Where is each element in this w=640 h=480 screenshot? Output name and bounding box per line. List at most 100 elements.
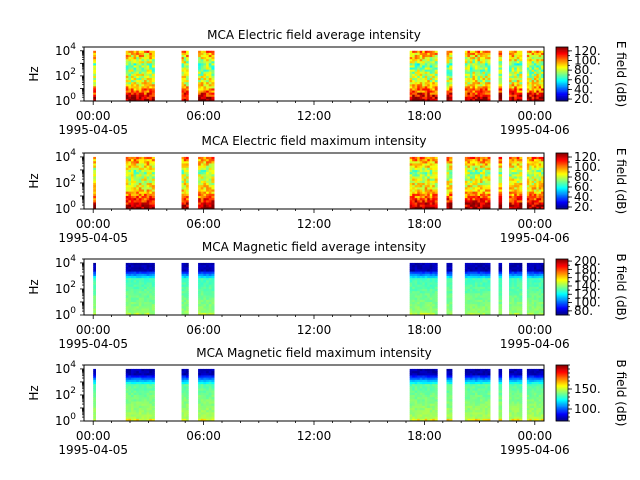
heatmap-cell — [536, 278, 540, 281]
heatmap-cell — [149, 386, 153, 389]
heatmap-cell — [141, 84, 145, 87]
heatmap-cell — [429, 63, 433, 66]
heatmap-cell — [149, 373, 153, 376]
heatmap-cell — [536, 180, 540, 184]
heatmap-cell — [198, 200, 202, 203]
heatmap-cell — [93, 189, 96, 193]
heatmap-cell — [424, 94, 428, 98]
heatmap-cell — [480, 304, 483, 307]
heatmap-cell — [206, 167, 210, 171]
heatmap-cell — [434, 88, 438, 91]
heatmap-cell — [133, 286, 137, 290]
heatmap-cell — [529, 96, 533, 100]
heatmap-cell — [186, 388, 189, 392]
heatmap-cell — [183, 67, 187, 71]
heatmap-cell — [149, 92, 153, 96]
heatmap-cell — [467, 275, 471, 279]
heatmap-cell — [183, 275, 187, 279]
heatmap-cell — [419, 82, 423, 85]
heatmap-cell — [412, 65, 416, 68]
heatmap-cell — [446, 295, 450, 299]
heatmap-cell — [477, 204, 481, 208]
heatmap-cell — [469, 278, 473, 281]
heatmap-cell — [133, 202, 137, 206]
heatmap-cell — [519, 73, 523, 77]
heatmap-cell — [133, 299, 137, 303]
heatmap-cell — [200, 306, 204, 309]
heatmap-cell — [519, 63, 523, 66]
heatmap-cell — [138, 308, 142, 312]
heatmap-cell — [200, 297, 204, 301]
heatmap-cell — [181, 401, 185, 405]
heatmap-cell — [183, 301, 187, 305]
heatmap-cell — [149, 267, 153, 270]
heatmap-cell — [485, 278, 488, 281]
heatmap-cell — [485, 271, 488, 275]
heatmap-cell — [128, 191, 132, 195]
heatmap-cell — [538, 187, 542, 190]
heatmap-cell — [538, 182, 542, 186]
heatmap-cell — [485, 189, 488, 193]
heatmap-cell — [186, 308, 189, 312]
heatmap-cell — [419, 77, 423, 81]
heatmap-cell — [424, 275, 428, 279]
heatmap-cell — [208, 61, 212, 64]
heatmap-cell — [472, 174, 476, 177]
heatmap-cell — [151, 189, 155, 193]
heatmap-cell — [424, 98, 428, 102]
heatmap-cell — [533, 69, 537, 73]
heatmap-cell — [149, 75, 153, 79]
heatmap-cell — [434, 84, 438, 87]
heatmap-cell — [186, 381, 189, 385]
heatmap-cell — [183, 392, 187, 396]
heatmap-cell — [467, 73, 471, 77]
heatmap-cell — [422, 50, 426, 54]
heatmap-cell — [141, 174, 145, 177]
heatmap-cell — [149, 275, 153, 279]
x-tick-label: 00:00 — [76, 323, 111, 337]
heatmap-cell — [516, 84, 520, 87]
heatmap-cell — [203, 180, 207, 184]
heatmap-cell — [474, 312, 478, 316]
heatmap-cell — [144, 174, 148, 177]
heatmap-cell — [208, 299, 212, 303]
heatmap-cell — [514, 265, 518, 268]
heatmap-cell — [434, 297, 438, 301]
heatmap-cell — [511, 295, 515, 299]
y-tick-label: 100 — [55, 200, 76, 216]
heatmap-cell — [514, 161, 518, 164]
heatmap-cell — [432, 293, 436, 296]
heatmap-cell — [516, 61, 520, 64]
heatmap-cell — [208, 193, 212, 197]
heatmap-cell — [422, 206, 426, 210]
heatmap-cell — [409, 273, 413, 277]
heatmap-cell — [144, 50, 148, 54]
heatmap-cell — [181, 388, 185, 392]
heatmap-cell — [198, 375, 202, 378]
heatmap-cell — [125, 185, 129, 188]
heatmap-cell — [206, 189, 210, 193]
heatmap-cell — [125, 75, 129, 79]
colorbar-segment — [556, 95, 568, 97]
heatmap-cell — [472, 301, 476, 305]
heatmap-cell — [412, 165, 416, 169]
heatmap-cell — [141, 67, 145, 71]
heatmap-cell — [480, 59, 483, 62]
heatmap-cell — [198, 165, 202, 169]
heatmap-cell — [130, 377, 134, 381]
heatmap-cell — [526, 52, 530, 56]
heatmap-cell — [467, 88, 471, 91]
heatmap-cell — [424, 273, 428, 277]
heatmap-cell — [146, 373, 150, 376]
heatmap-cell — [469, 291, 473, 294]
heatmap-cell — [464, 267, 468, 270]
heatmap-cell — [414, 206, 418, 210]
heatmap-cell — [208, 82, 212, 85]
heatmap-cell — [464, 185, 468, 188]
heatmap-cell — [509, 94, 513, 98]
colorbar-segment — [556, 89, 568, 91]
heatmap-cell — [133, 92, 137, 96]
heatmap-cell — [412, 295, 416, 299]
heatmap-cell — [514, 282, 518, 286]
heatmap-cell — [211, 312, 215, 316]
